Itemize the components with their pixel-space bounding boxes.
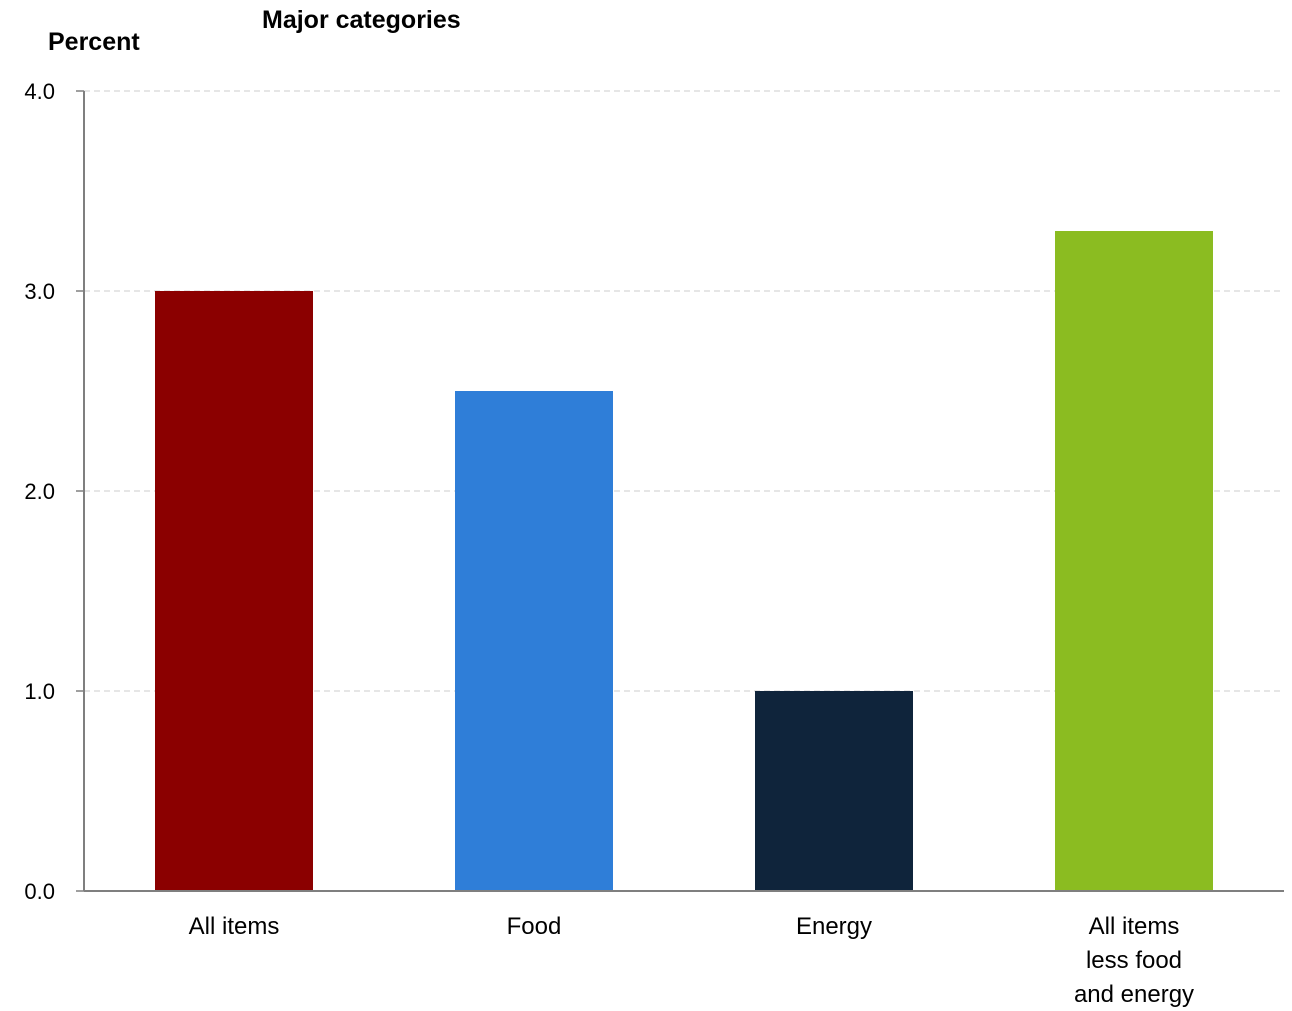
chart-title: Major categories	[262, 6, 461, 34]
y-tick-label: 2.0	[24, 479, 55, 504]
bar	[155, 291, 313, 891]
x-tick-label: and energy	[1074, 981, 1194, 1008]
y-axis-label: Percent	[48, 28, 140, 56]
y-tick-label: 3.0	[24, 279, 55, 304]
x-tick-label: All items	[1089, 913, 1180, 940]
x-tick-label: All items	[189, 913, 280, 940]
x-tick-label: Food	[507, 913, 562, 940]
bar	[1055, 231, 1213, 891]
bar	[755, 691, 913, 891]
bar	[455, 391, 613, 891]
x-tick-label: Energy	[796, 913, 872, 940]
y-tick-label: 0.0	[24, 879, 55, 904]
y-tick-label: 4.0	[24, 79, 55, 104]
x-tick-label: less food	[1086, 947, 1182, 974]
y-tick-label: 1.0	[24, 679, 55, 704]
